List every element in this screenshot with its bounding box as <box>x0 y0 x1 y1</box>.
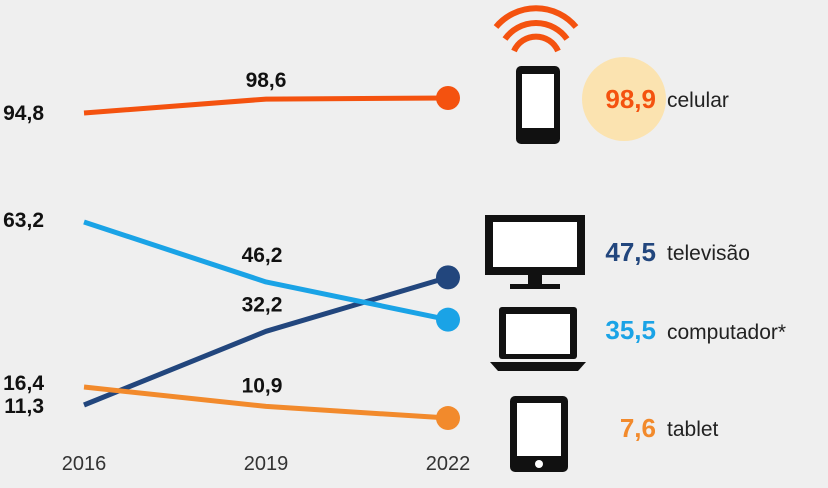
legend-value: 47,5 <box>605 237 656 267</box>
data-label: 63,2 <box>3 209 44 232</box>
data-labels: 94,8 98,6 11,3 32,2 63,2 46,2 16,4 10,9 <box>3 69 286 418</box>
data-point-computador <box>436 307 460 332</box>
data-point-tablet <box>436 406 460 431</box>
x-tick-label: 2016 <box>62 453 107 475</box>
legend-value: 35,5 <box>605 315 656 345</box>
data-label: 32,2 <box>242 293 283 316</box>
data-label: 10,9 <box>242 374 283 397</box>
x-axis: 2016 2019 2022 <box>62 453 471 475</box>
legend-label: celular <box>667 89 729 112</box>
data-label: 98,6 <box>246 69 287 92</box>
wifi-signal-icon <box>493 5 579 53</box>
series-line-tablet <box>83 384 449 421</box>
series-endpoints <box>436 86 460 431</box>
laptop-icon <box>490 307 586 371</box>
legend-item-televisao: 47,5 televisão <box>485 215 750 289</box>
x-tick-label: 2019 <box>244 453 289 475</box>
data-point-celular <box>436 86 460 110</box>
tablet-icon <box>510 396 568 472</box>
legend-value: 7,6 <box>620 413 656 443</box>
legend-label: computador* <box>667 321 786 344</box>
data-label: 16,4 <box>3 372 44 395</box>
data-label: 11,3 <box>4 395 44 418</box>
data-label: 46,2 <box>242 244 283 267</box>
legend-value: 98,9 <box>605 84 656 114</box>
series-line-computador <box>83 219 449 323</box>
data-label: 94,8 <box>3 102 44 125</box>
highlight-badge <box>582 57 666 141</box>
data-point-televis-o <box>436 265 460 290</box>
series-lines <box>83 95 449 421</box>
x-tick-label: 2022 <box>426 453 471 475</box>
legend-label: tablet <box>667 418 719 441</box>
legend-item-tablet: 7,6 tablet <box>510 396 719 472</box>
television-icon <box>485 215 585 289</box>
legend: 98,9 celular 47,5 televisão 35,5 computa… <box>485 5 786 472</box>
legend-item-celular: 98,9 celular <box>493 5 729 144</box>
cellphone-icon <box>516 66 560 144</box>
legend-item-computador: 35,5 computador* <box>490 307 786 371</box>
legend-label: televisão <box>667 242 750 265</box>
series-line-celular <box>83 95 449 116</box>
series-line-televis-o <box>83 274 449 408</box>
